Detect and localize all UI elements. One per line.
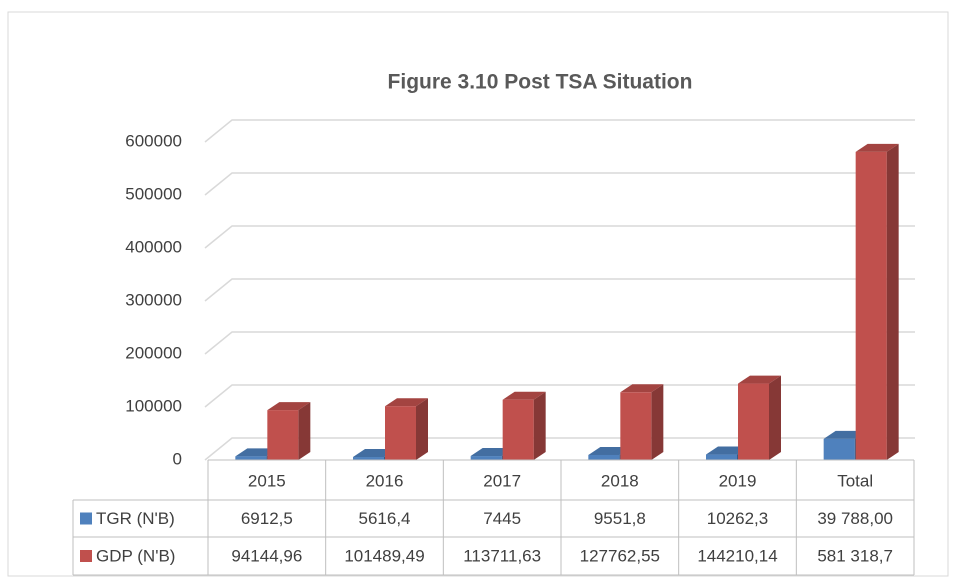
bar-front bbox=[267, 410, 299, 460]
y-tick-label: 400000 bbox=[125, 237, 182, 256]
bar-top bbox=[620, 384, 664, 393]
bar-side bbox=[533, 391, 546, 460]
bar-top bbox=[855, 143, 899, 152]
y-tick-label: 100000 bbox=[125, 396, 182, 415]
bar-side bbox=[416, 398, 428, 460]
bar-side bbox=[298, 402, 311, 460]
bar-front bbox=[353, 457, 384, 460]
grid-line bbox=[204, 172, 915, 196]
legend-swatch bbox=[80, 512, 92, 525]
bar-top bbox=[738, 375, 781, 384]
x-tick-label: 2016 bbox=[366, 471, 404, 490]
bar-side bbox=[651, 384, 664, 460]
bar-front bbox=[588, 454, 620, 460]
bar-front bbox=[823, 438, 855, 460]
bar bbox=[267, 402, 311, 460]
y-tick-label: 0 bbox=[173, 449, 182, 468]
grid-line bbox=[204, 384, 915, 408]
x-tick-label: 2015 bbox=[248, 471, 286, 490]
table-cell: 7445 bbox=[483, 509, 521, 528]
bar-front bbox=[385, 406, 416, 460]
bar-top bbox=[385, 398, 428, 407]
bar-side bbox=[886, 143, 899, 460]
y-tick-label: 600000 bbox=[125, 131, 182, 150]
x-tick-label: Total bbox=[837, 471, 873, 490]
table-cell: 6912,5 bbox=[241, 509, 293, 528]
bar-top bbox=[267, 402, 311, 411]
grid-line bbox=[204, 437, 915, 461]
bar bbox=[620, 384, 664, 460]
x-tick-label: 2019 bbox=[719, 471, 757, 490]
legend-label: GDP (N'B) bbox=[96, 546, 175, 565]
chart-title: Figure 3.10 Post TSA Situation bbox=[388, 71, 693, 94]
bar-front bbox=[855, 151, 887, 460]
bar-front bbox=[470, 456, 502, 460]
table-cell: 94144,96 bbox=[231, 546, 302, 565]
grid-line bbox=[204, 119, 915, 143]
chart-border bbox=[7, 11, 949, 577]
grid-line bbox=[204, 278, 915, 302]
y-tick-label: 200000 bbox=[125, 343, 182, 362]
table-cell: 581 318,7 bbox=[817, 546, 893, 565]
table-cell: 39 788,00 bbox=[817, 509, 893, 528]
grid-line bbox=[204, 225, 915, 249]
bar-front bbox=[620, 392, 652, 460]
table-cell: 5616,4 bbox=[359, 509, 411, 528]
table-cell: 9551,8 bbox=[594, 509, 646, 528]
bar-front bbox=[706, 454, 737, 460]
table-cell: 144210,14 bbox=[697, 546, 777, 565]
bar-side bbox=[769, 375, 781, 460]
bar bbox=[738, 375, 781, 460]
bar bbox=[502, 391, 546, 460]
legend-label: TGR (N'B) bbox=[96, 509, 175, 528]
table-cell: 127762,55 bbox=[580, 546, 660, 565]
table-cell: 10262,3 bbox=[707, 509, 768, 528]
y-tick-label: 500000 bbox=[125, 184, 182, 203]
y-tick-label: 300000 bbox=[125, 290, 182, 309]
grid-line bbox=[204, 331, 915, 355]
bar-front bbox=[502, 399, 534, 460]
table-cell: 101489,49 bbox=[344, 546, 424, 565]
x-tick-label: 2018 bbox=[601, 471, 639, 490]
bar bbox=[385, 398, 428, 460]
bar-front bbox=[738, 383, 769, 460]
legend-swatch bbox=[80, 550, 92, 562]
bar bbox=[855, 143, 899, 460]
bar-front bbox=[235, 456, 267, 460]
table-cell: 113711,63 bbox=[463, 546, 541, 565]
bar-top bbox=[502, 391, 546, 400]
x-tick-label: 2017 bbox=[483, 471, 521, 490]
